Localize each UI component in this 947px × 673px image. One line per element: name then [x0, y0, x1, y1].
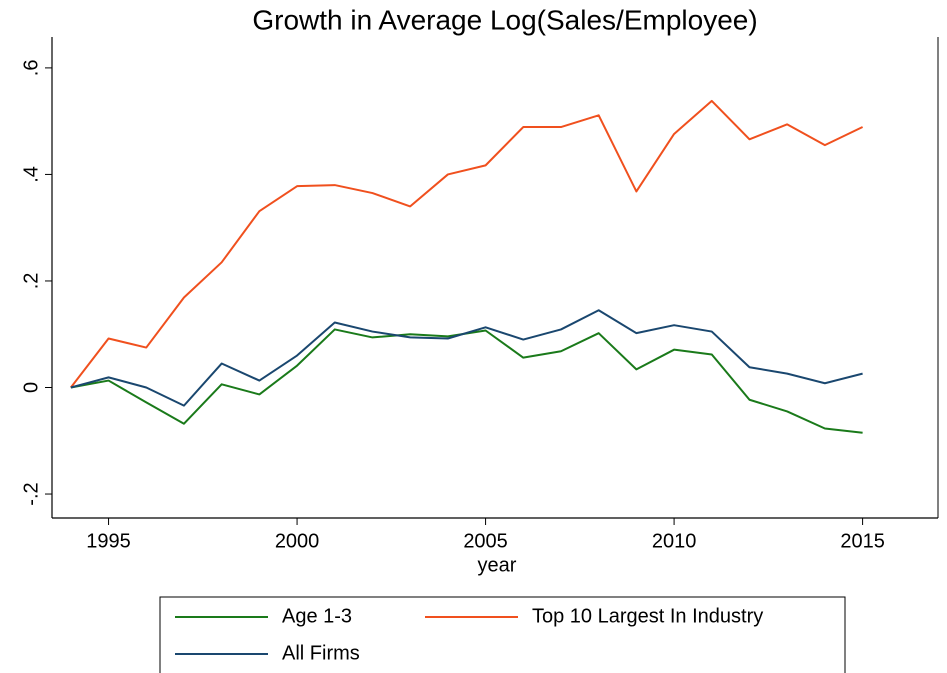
y-tick-label: .4 [20, 166, 42, 183]
y-tick-label: -.2 [20, 482, 42, 505]
legend-label: Top 10 Largest In Industry [532, 605, 763, 627]
x-tick-label: 2015 [840, 530, 885, 552]
series-line [70, 309, 863, 407]
x-axis-label: year [478, 554, 517, 576]
y-tick-label: .6 [20, 60, 42, 77]
legend-label: All Firms [282, 642, 360, 664]
series-line [70, 99, 864, 389]
chart-title: Growth in Average Log(Sales/Employee) [252, 4, 757, 35]
x-tick-label: 2005 [463, 530, 508, 552]
legend-label: Age 1-3 [282, 605, 352, 627]
legend-box [159, 596, 846, 673]
y-tick-label: 0 [20, 382, 42, 393]
x-tick-label: 2010 [652, 530, 697, 552]
y-tick-label: .2 [20, 273, 42, 290]
x-tick-label: 1995 [86, 530, 131, 552]
x-tick-label: 2000 [275, 530, 320, 552]
